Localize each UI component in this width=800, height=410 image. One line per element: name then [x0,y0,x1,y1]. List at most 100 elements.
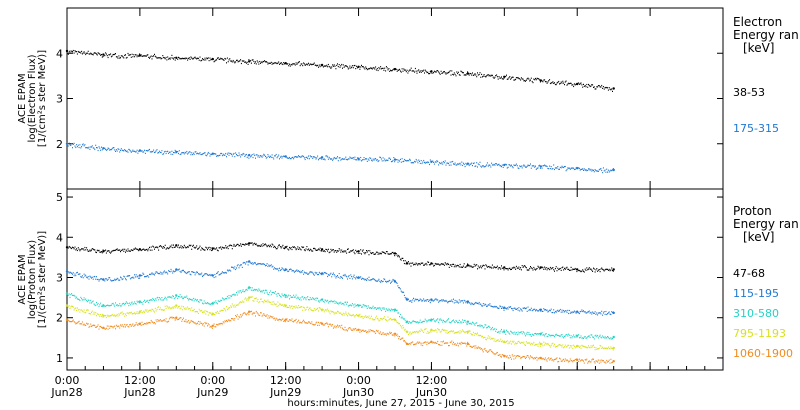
data-point [182,152,184,154]
data-point [351,303,353,305]
data-point [448,345,449,347]
data-point [539,167,541,169]
data-point [573,345,575,347]
data-point [134,150,136,152]
data-point [171,308,173,310]
data-point [284,248,285,250]
data-point [239,316,241,319]
data-point [543,308,545,310]
data-point [585,337,587,339]
data-point [192,297,194,300]
data-point [345,311,347,313]
data-point [111,280,113,282]
data-point [149,309,150,311]
data-point [197,273,199,275]
data-point [324,299,326,301]
data-point [525,344,526,346]
data-point [99,251,101,253]
data-point [432,330,434,332]
data-point [233,61,235,63]
data-point [137,313,139,315]
data-point [282,155,284,158]
data-point [443,340,444,342]
data-point [553,335,555,337]
data-point [599,312,601,314]
data-point [214,273,216,276]
data-point [442,163,444,165]
data-point [362,318,364,320]
data-point [410,300,412,302]
data-point [327,323,329,325]
data-point [510,268,512,271]
data-point [80,309,82,311]
data-point [444,342,446,344]
data-point [480,348,482,350]
data-point [207,325,208,327]
data-point [158,320,160,322]
data-point [311,309,313,311]
data-point [478,267,480,269]
data-point [428,299,430,301]
data-point [594,349,596,351]
data-point [559,357,560,359]
data-point [81,276,83,278]
data-point [525,335,526,337]
data-point [220,310,222,312]
data-point [366,251,368,253]
data-point [142,324,144,326]
data-point [80,147,82,149]
data-point [89,302,91,304]
data-point [576,346,578,348]
data-point [588,361,589,363]
data-point [447,162,449,164]
data-point [418,322,419,324]
legend-entry: 47-68 [733,267,765,280]
data-point [126,302,128,304]
data-point [107,315,109,318]
data-point [371,160,373,162]
data-point [437,328,439,330]
data-point [269,155,271,157]
data-point [257,245,259,247]
data-point [154,246,156,249]
data-point [211,247,214,250]
data-point [327,274,329,276]
x-tick-date-label: Jun29 [196,386,228,399]
data-point [335,301,337,303]
data-point [196,245,198,247]
data-point [433,318,435,320]
data-point [466,72,470,75]
data-point [466,331,468,333]
data-point [610,313,612,316]
data-point [349,327,351,329]
data-point [182,297,184,299]
data-point [507,78,509,80]
data-point [213,247,215,249]
data-point [408,322,409,324]
data-point [475,332,477,334]
data-point [483,304,485,307]
data-point [299,156,301,158]
data-point [100,149,102,151]
data-point [340,159,342,161]
data-point [221,323,223,325]
data-point [528,309,530,311]
data-point [486,164,488,166]
data-point [225,310,227,312]
data-point [189,273,191,275]
data-point [458,299,460,301]
data-point [125,326,126,328]
data-point [200,322,202,324]
data-point [442,321,444,323]
data-point [403,340,405,342]
data-point [443,320,445,323]
data-point [474,165,476,167]
data-point [593,336,594,338]
data-point [186,321,188,323]
data-point [475,74,477,76]
data-point [116,150,118,152]
data-point [281,293,283,295]
data-point [439,73,441,75]
data-point [287,295,289,297]
data-point [144,276,145,278]
